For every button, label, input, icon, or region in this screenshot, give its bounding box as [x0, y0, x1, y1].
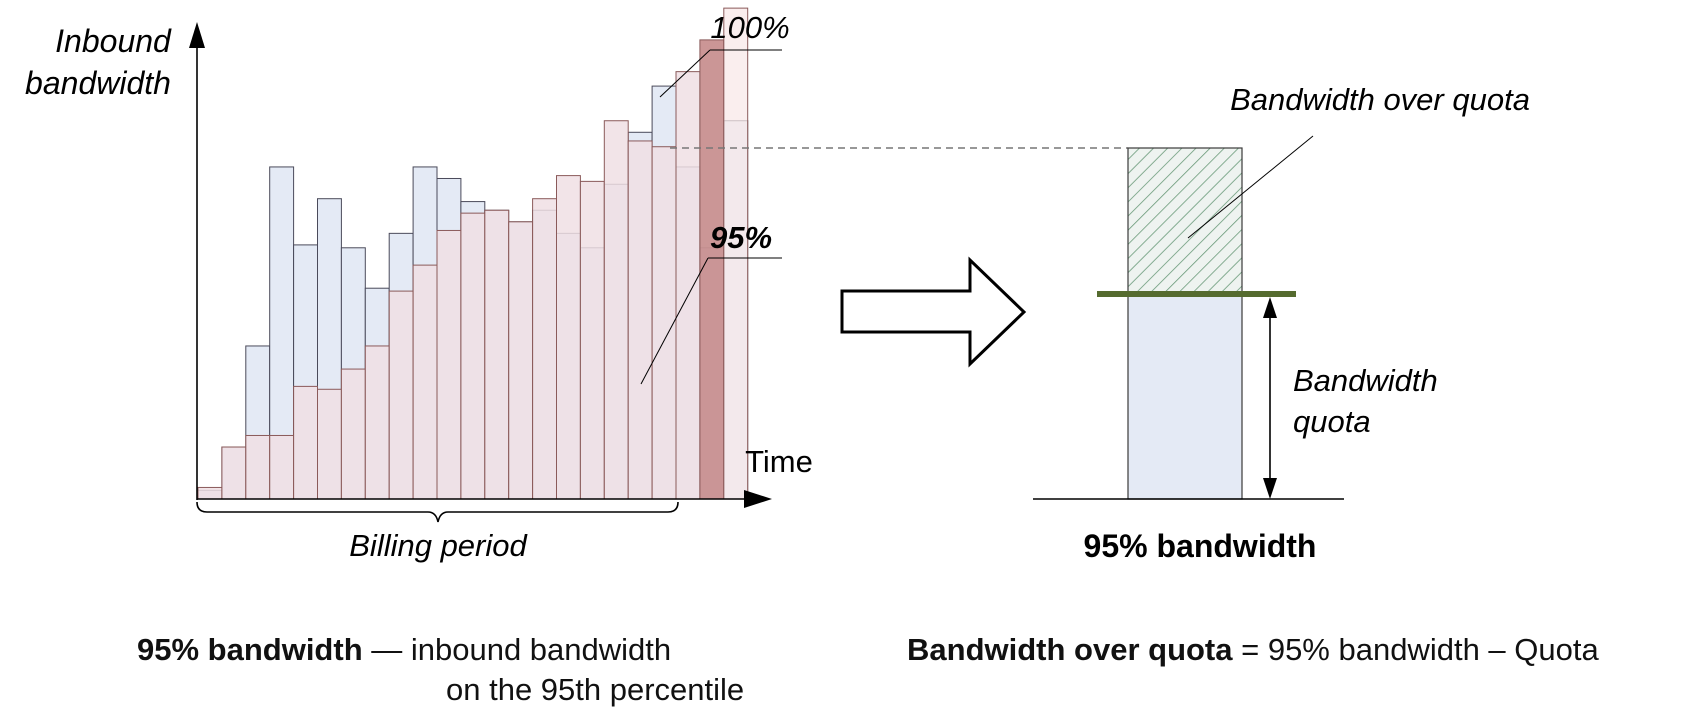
definition-95-term: 95% bandwidth: [137, 632, 363, 667]
quota-label-line2: quota: [1293, 404, 1371, 439]
bar-sorted: [603, 120, 629, 500]
marker-100-leader: [659, 49, 711, 98]
bar-sorted: [340, 368, 366, 500]
marker-100-label: 100%: [710, 10, 789, 45]
bar-sorted: [508, 221, 534, 500]
bar-sorted: [317, 388, 342, 500]
quota-dimension-bottom-arrow-icon: [1263, 478, 1277, 499]
transform-arrow-icon: [840, 256, 1027, 368]
bar-95th-percentile: [699, 39, 725, 500]
quota-label-line1: Bandwidth: [1293, 363, 1438, 398]
quota-panel: Bandwidth over quota Bandwidth quota 95%…: [1033, 82, 1530, 564]
marker-95-leader: [640, 257, 709, 385]
y-axis-label-line2: bandwidth: [25, 65, 171, 101]
definition-over-quota-term: Bandwidth over quota: [907, 632, 1233, 667]
bar-sorted: [484, 209, 510, 500]
bar-sorted: [556, 175, 581, 500]
bar-sorted: [675, 71, 701, 500]
marker-95-label: 95%: [710, 220, 772, 255]
bar-sorted: [460, 212, 486, 500]
bar-sorted: [412, 264, 438, 500]
bar-sorted: [293, 385, 319, 500]
bar-sorted: [364, 345, 390, 500]
over-quota-leader: [1187, 135, 1314, 239]
quota-dimension-top-arrow-icon: [1263, 297, 1277, 318]
over-quota-block: [1127, 147, 1243, 295]
bar-sorted: [269, 434, 295, 500]
x-axis-arrow-icon: [744, 490, 772, 508]
bar-sorted: [579, 180, 605, 500]
definition-over-quota-formula: = 95% bandwidth – Quota: [1232, 632, 1599, 667]
x-axis-label: Time: [745, 444, 813, 479]
bar-sorted: [627, 140, 653, 500]
definition-95-text-line2: on the 95th percentile: [446, 672, 745, 707]
quota-panel-title: 95% bandwidth: [1084, 528, 1317, 564]
bar-sorted: [388, 290, 414, 500]
definition-95-bandwidth: 95% bandwidth — inbound bandwidth: [137, 631, 671, 669]
bars-group: [197, 7, 749, 500]
bar-sorted: [436, 229, 462, 500]
definition-over-quota: Bandwidth over quota = 95% bandwidth – Q…: [907, 631, 1599, 669]
over-quota-label: Bandwidth over quota: [1230, 82, 1530, 117]
definition-95-text: — inbound bandwidth: [362, 632, 672, 667]
bar-sorted: [532, 198, 557, 500]
bar-sorted: [651, 146, 677, 500]
billing-period-label: Billing period: [349, 528, 528, 563]
bar-sorted: [197, 486, 223, 500]
y-axis-label-line1: Inbound: [55, 23, 172, 59]
y-axis-arrow-icon: [189, 22, 205, 48]
bar-sorted: [245, 434, 271, 500]
bandwidth-chart: Inbound bandwidth Time Billing period 10…: [25, 7, 1128, 563]
quota-block: [1127, 293, 1243, 500]
bar-sorted: [221, 446, 247, 500]
billing-period-brace: [196, 501, 679, 523]
